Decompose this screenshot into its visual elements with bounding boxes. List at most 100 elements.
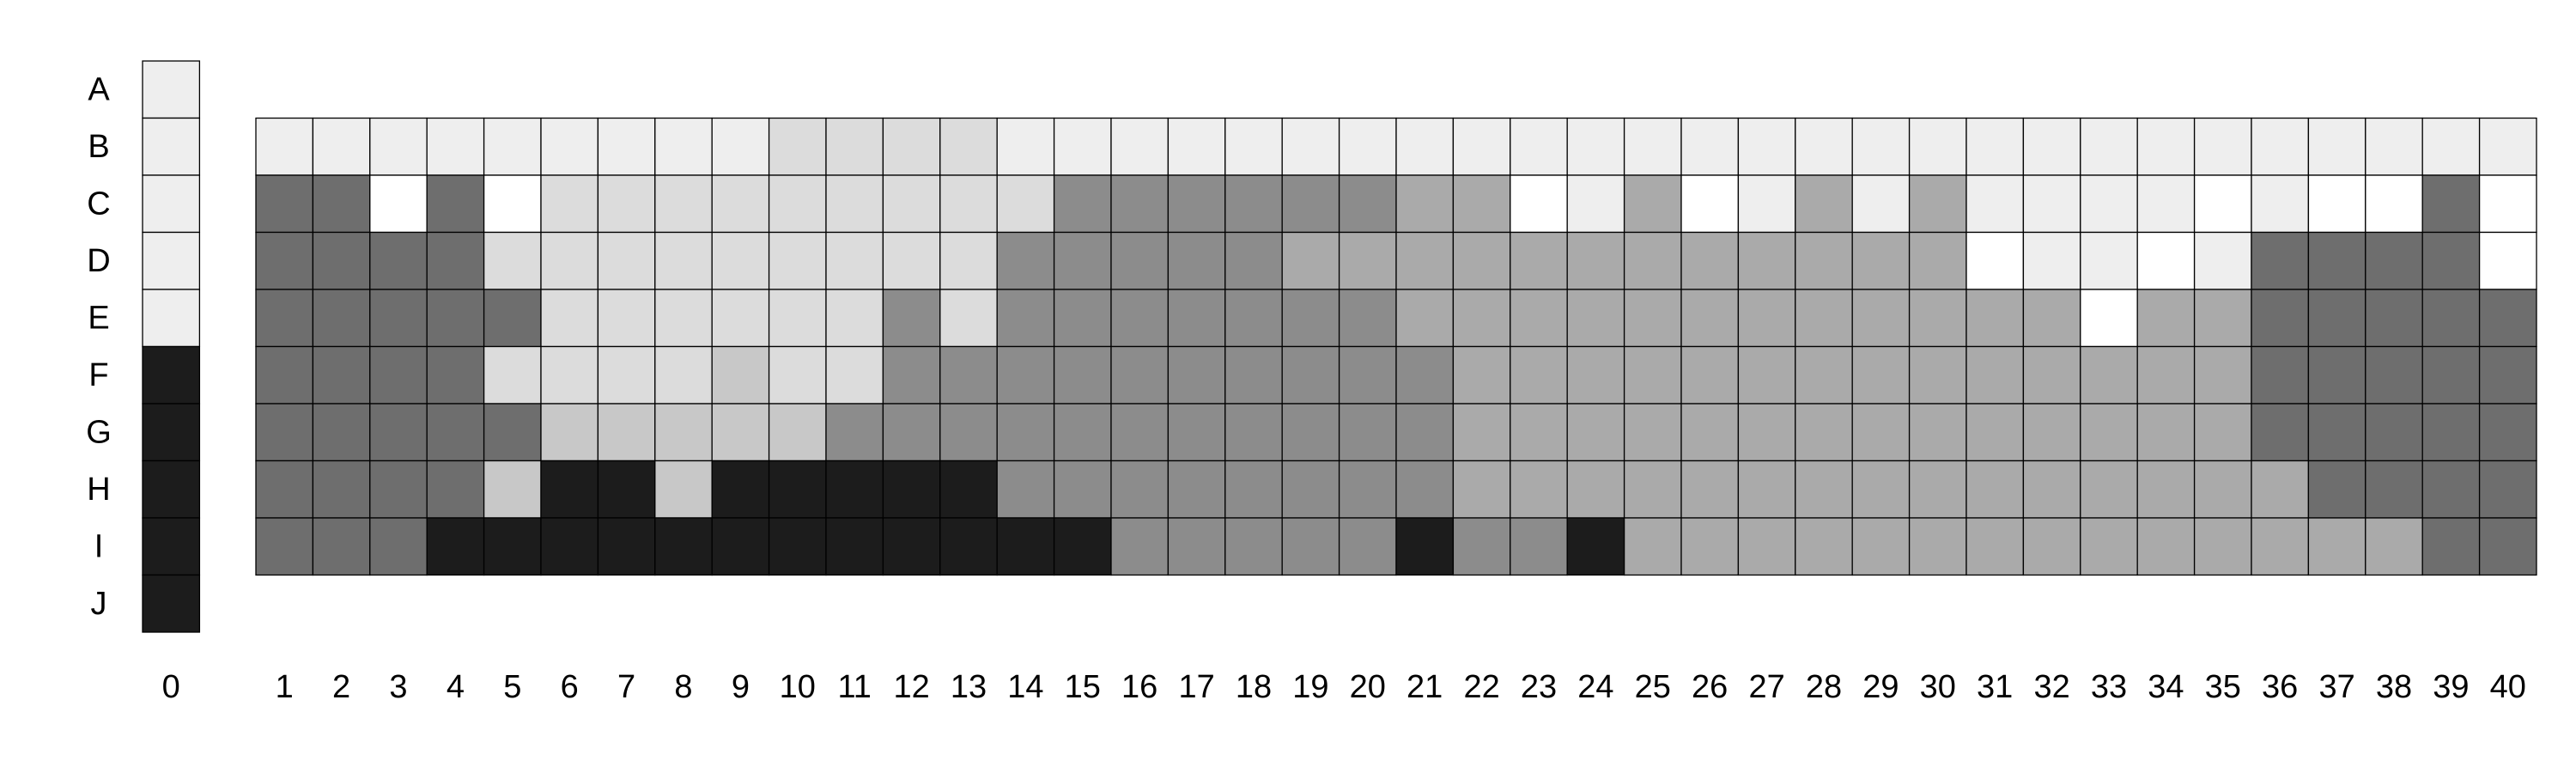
heatmap-cell-F-29 (1851, 345, 1911, 405)
heatmap-cell-F-30 (1908, 345, 1967, 405)
column-label-20: 20 (1350, 669, 1386, 705)
column-label-13: 13 (951, 669, 987, 705)
heatmap-cell-E-23 (1510, 289, 1568, 348)
heatmap-cell-I-4 (426, 517, 485, 576)
row-label-F: F (88, 357, 108, 393)
heatmap-cell-B-5 (483, 117, 542, 176)
heatmap-cell-B-36 (2251, 117, 2310, 176)
heatmap-cell-E-35 (2193, 289, 2252, 348)
heatmap-cell-D-36 (2251, 231, 2310, 290)
heatmap-cell-B-2 (312, 117, 371, 176)
heatmap-cell-F-1 (255, 345, 314, 405)
heatmap-cell-G-7 (597, 403, 656, 462)
heatmap-cell-H-36 (2251, 460, 2310, 519)
row-label-E: E (88, 300, 109, 336)
heatmap-cell-H-15 (1053, 460, 1112, 519)
heatmap-cell-C-28 (1795, 174, 1853, 234)
heatmap-cell-F-21 (1395, 345, 1455, 405)
heatmap-cell-F-40 (2478, 345, 2537, 405)
heatmap-cell-G-16 (1110, 403, 1170, 462)
heatmap-cell-H-16 (1110, 460, 1170, 519)
heatmap-cell-B-40 (2478, 117, 2537, 176)
column-label-36: 36 (2262, 669, 2298, 705)
heatmap-cell-E-6 (540, 289, 599, 348)
heatmap-cell-C-18 (1224, 174, 1283, 234)
heatmap-cell-C-30 (1908, 174, 1967, 234)
heatmap-cell-B-29 (1851, 117, 1911, 176)
heatmap-cell-E-27 (1737, 289, 1796, 348)
heatmap-cell-H-37 (2307, 460, 2366, 519)
heatmap-cell-D-1 (255, 231, 314, 290)
heatmap-cell-E-9 (711, 289, 770, 348)
heatmap-cell-E-11 (825, 289, 884, 348)
heatmap-cell-G-37 (2307, 403, 2366, 462)
row-label-A: A (88, 71, 110, 107)
column-label-3: 3 (389, 669, 407, 705)
heatmap-cell-G-30 (1908, 403, 1967, 462)
column-label-2: 2 (332, 669, 350, 705)
heatmap-cell-H-20 (1338, 460, 1397, 519)
heatmap-cell-C-22 (1452, 174, 1511, 234)
column-label-6: 6 (561, 669, 579, 705)
heatmap-cell-F-12 (882, 345, 941, 405)
heatmap-cell-D-5 (483, 231, 542, 290)
heatmap-cell-G-29 (1851, 403, 1911, 462)
heatmap-cell-H-13 (939, 460, 998, 519)
row-label-H: H (87, 472, 110, 508)
column-label-26: 26 (1692, 669, 1728, 705)
column-label-5: 5 (503, 669, 521, 705)
heatmap-cell-F-3 (369, 345, 428, 405)
column-label-4: 4 (447, 669, 465, 705)
heatmap-cell-B-17 (1167, 117, 1226, 176)
heatmap-cell-B-23 (1510, 117, 1568, 176)
heatmap-cell-C-23 (1510, 174, 1568, 234)
heatmap-cell-H-7 (597, 460, 656, 519)
heatmap-cell-E-38 (2365, 289, 2423, 348)
heatmap-cell-C-8 (654, 174, 713, 234)
row-label-J: J (91, 586, 107, 622)
heatmap-cell-I-39 (2421, 517, 2481, 576)
heatmap-cell-E-21 (1395, 289, 1455, 348)
heatmap-cell-I-35 (2193, 517, 2252, 576)
heatmap-cell-I-22 (1452, 517, 1511, 576)
heatmap-cell-D-16 (1110, 231, 1170, 290)
heatmap-cell-B-18 (1224, 117, 1283, 176)
heatmap-cell-E-10 (768, 289, 827, 348)
heatmap-cell-D-2 (312, 231, 371, 290)
heatmap-cell-E-24 (1566, 289, 1625, 348)
column-label-17: 17 (1178, 669, 1214, 705)
heatmap-cell-E-31 (1965, 289, 2025, 348)
heatmap-cell-D-20 (1338, 231, 1397, 290)
heatmap-cell-D-37 (2307, 231, 2366, 290)
heatmap-cell-G-12 (882, 403, 941, 462)
heatmap-cell-E-19 (1281, 289, 1340, 348)
heatmap-cell-H-25 (1623, 460, 1682, 519)
heatmap-cell-G-10 (768, 403, 827, 462)
column-label-40: 40 (2490, 669, 2526, 705)
heatmap-cell-G-6 (540, 403, 599, 462)
heatmap-cell-F-39 (2421, 345, 2481, 405)
heatmap-cell-I-24 (1566, 517, 1625, 576)
heatmap-cell-G-24 (1566, 403, 1625, 462)
heatmap-cell-G-26 (1680, 403, 1740, 462)
reference-cell-H (142, 460, 201, 519)
heatmap-cell-G-28 (1795, 403, 1853, 462)
heatmap-cell-C-5 (483, 174, 542, 234)
heatmap-cell-C-25 (1623, 174, 1682, 234)
heatmap-cell-I-37 (2307, 517, 2366, 576)
heatmap-cell-C-32 (2022, 174, 2081, 234)
heatmap-cell-D-39 (2421, 231, 2481, 290)
heatmap-cell-E-4 (426, 289, 485, 348)
column-label-24: 24 (1577, 669, 1613, 705)
heatmap-cell-G-27 (1737, 403, 1796, 462)
heatmap-cell-C-27 (1737, 174, 1796, 234)
heatmap-cell-B-10 (768, 117, 827, 176)
heatmap-cell-E-8 (654, 289, 713, 348)
heatmap-cell-F-34 (2136, 345, 2196, 405)
heatmap-cell-F-17 (1167, 345, 1226, 405)
heatmap-cell-G-5 (483, 403, 542, 462)
column-label-27: 27 (1748, 669, 1784, 705)
heatmap-cell-E-30 (1908, 289, 1967, 348)
heatmap-cell-D-6 (540, 231, 599, 290)
heatmap-cell-F-33 (2080, 345, 2138, 405)
